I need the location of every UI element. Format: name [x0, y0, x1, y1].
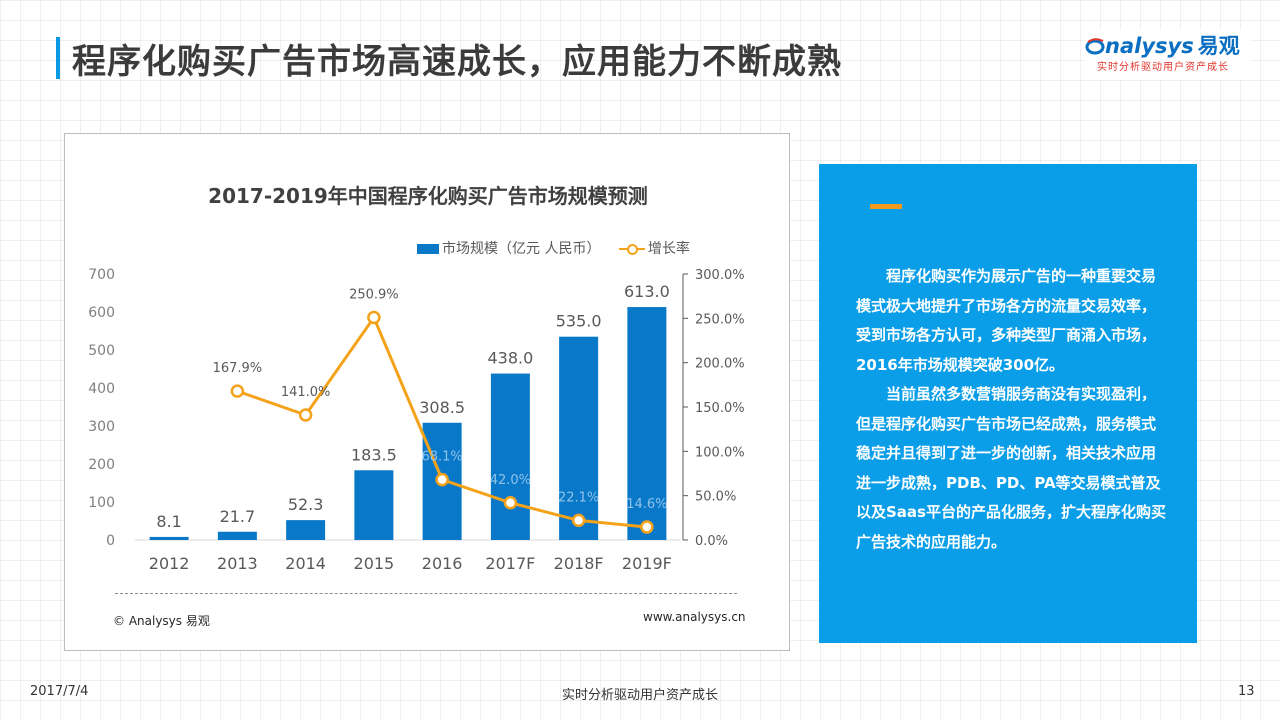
bar	[354, 470, 394, 540]
legend-item-market-size: 市场规模（亿元 人民币）	[417, 238, 600, 258]
y-left-tick-label: 0	[106, 533, 115, 549]
commentary-panel: 程序化购买作为展示广告的一种重要交易模式极大地提升了市场各方的流量交易效率，受到…	[819, 164, 1197, 643]
footer-slogan: 实时分析驱动用户资产成长	[561, 688, 718, 703]
analysys-logo: nalysys 易观 实时分析驱动用户资产成长	[1085, 30, 1250, 80]
growth-rate-label: 167.9%	[213, 361, 263, 376]
bar-value-label: 21.7	[220, 507, 256, 526]
panel-paragraph-1: 程序化购买作为展示广告的一种重要交易模式极大地提升了市场各方的流量交易效率，受到…	[856, 267, 1157, 374]
chart-legend: 市场规模（亿元 人民币） 增长率	[417, 238, 704, 258]
x-tick-label: 2014	[285, 554, 326, 573]
x-tick-label: 2017F	[485, 554, 535, 573]
bar-value-label: 613.0	[624, 282, 670, 301]
y-left-tick-label: 300	[88, 419, 115, 435]
chart-website: www.analysys.cn	[643, 610, 746, 624]
x-tick-label: 2016	[422, 554, 463, 573]
bar	[217, 531, 257, 540]
page-number: 13	[1238, 684, 1255, 699]
legend-item-growth-rate: 增长率	[618, 238, 690, 258]
growth-rate-label: 22.1%	[558, 490, 599, 505]
growth-rate-point	[503, 496, 518, 510]
growth-rate-point	[367, 310, 381, 325]
logo-wordmark: nalysys 易观	[1085, 30, 1240, 60]
legend-label-market-size: 市场规模（亿元 人民币）	[442, 241, 601, 257]
growth-rate-point	[230, 384, 245, 398]
y-right-tick-label: 250.0%	[695, 312, 745, 327]
bar	[627, 307, 667, 540]
panel-accent-bar	[870, 204, 902, 209]
chart-plot: 0 100 200 300 400 500 600 700 0.0% 50.0% 100.0% 150…	[88, 267, 745, 573]
bar	[286, 520, 326, 540]
y-left-tick-label: 600	[88, 305, 115, 321]
logo-text: nalysys	[1105, 34, 1194, 58]
growth-rate-label: 68.1%	[421, 450, 462, 465]
y-right-tick-label: 300.0%	[695, 268, 745, 283]
y-left-tick-label: 400	[88, 381, 115, 397]
legend-line-swatch	[618, 244, 645, 255]
growth-rate-point	[298, 408, 313, 422]
footer-date: 2017/7/4	[30, 684, 89, 699]
y-right-tick-label: 0.0%	[695, 534, 728, 549]
bar-value-label: 438.0	[487, 349, 533, 368]
x-tick-label: 2019F	[622, 554, 672, 573]
y-right-tick-label: 100.0%	[695, 445, 745, 460]
logo-tagline: 实时分析驱动用户资产成长	[1097, 62, 1229, 73]
chart-separator	[115, 593, 737, 594]
x-tick-label: 2018F	[554, 554, 604, 573]
bar-value-label: 8.1	[156, 512, 181, 531]
chart-source: © Analysys 易观	[113, 614, 210, 628]
y-left-tick-label: 100	[88, 495, 115, 511]
legend-bar-swatch	[417, 244, 439, 254]
growth-rate-label: 250.9%	[349, 288, 399, 303]
y-left-tick-label: 500	[88, 343, 115, 359]
bar-value-label: 52.3	[288, 495, 324, 514]
growth-rate-point	[571, 513, 586, 528]
y-right-tick-label: 150.0%	[695, 401, 745, 416]
growth-rate-point	[640, 520, 654, 534]
bar	[490, 373, 530, 540]
bar-value-label: 308.5	[419, 398, 465, 417]
growth-rate-point	[435, 472, 449, 487]
panel-paragraph-2: 当前虽然多数营销服务商没有实现盈利，但是程序化购买广告市场已经成熟，服务模式稳定…	[856, 385, 1166, 551]
logo-o-swoosh-icon	[1085, 38, 1105, 55]
legend-label-growth-rate: 增长率	[647, 241, 690, 257]
y-left-tick-label: 700	[88, 267, 115, 283]
bar-value-label: 535.0	[556, 312, 602, 331]
bar-value-label: 183.5	[351, 445, 397, 464]
y-right-tick-label: 50.0%	[695, 490, 736, 505]
growth-rate-label: 141.0%	[281, 385, 331, 400]
chart-container: 2017-2019年中国程序化购买广告市场规模预测 市场规模（亿元 人民币） 增…	[64, 133, 790, 651]
x-tick-label: 2013	[217, 554, 258, 573]
y-right-tick-label: 200.0%	[695, 357, 745, 372]
y-left-tick-label: 200	[88, 457, 115, 473]
x-tick-label: 2012	[149, 554, 190, 573]
bar	[149, 536, 189, 540]
title-accent-bar	[56, 37, 60, 79]
logo-cn: 易观	[1197, 34, 1240, 58]
growth-rate-label: 42.0%	[490, 473, 531, 488]
bar	[559, 336, 599, 540]
growth-rate-label: 14.6%	[626, 497, 667, 512]
page-title: 程序化购买广告市场高速成长，应用能力不断成熟	[72, 42, 842, 82]
x-tick-label: 2015	[354, 554, 395, 573]
chart-title: 2017-2019年中国程序化购买广告市场规模预测	[208, 184, 648, 208]
